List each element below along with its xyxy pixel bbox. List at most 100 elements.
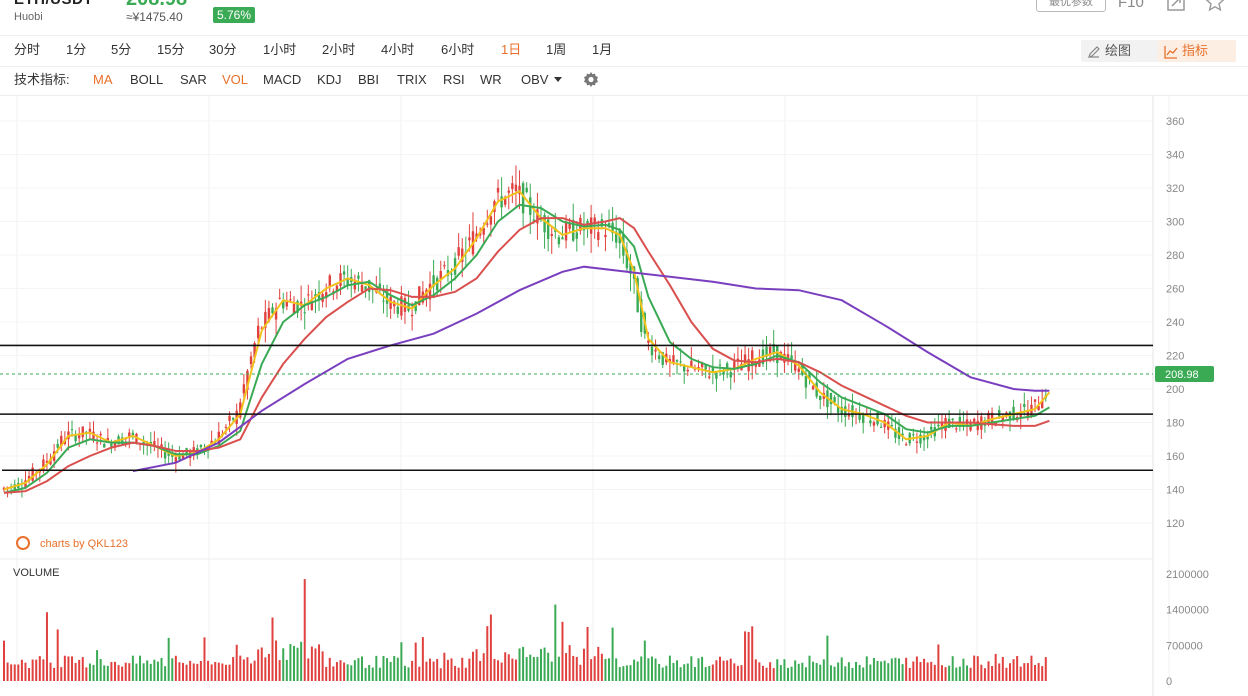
- candle-body: [862, 414, 865, 424]
- volume-bar: [1001, 656, 1004, 681]
- timeframe-分时[interactable]: 分时: [14, 42, 41, 57]
- timeframe-1分[interactable]: 1分: [66, 42, 87, 57]
- volume-bar: [246, 657, 249, 681]
- volume-bar: [436, 658, 439, 681]
- volume-bar: [1041, 666, 1044, 681]
- timeframe-15分[interactable]: 15分: [157, 42, 185, 57]
- indicator-obv[interactable]: OBV: [521, 72, 549, 87]
- kline-chart[interactable]: 3803603403203002802602402202001801601401…: [0, 96, 1248, 696]
- volume-bar: [715, 660, 718, 681]
- volume-bar: [690, 656, 693, 681]
- indicator-label: 指标: [1182, 43, 1209, 58]
- volume-bar: [787, 667, 790, 681]
- candle-body: [142, 441, 145, 445]
- volume-bar: [253, 660, 256, 681]
- candle-body: [1041, 401, 1044, 409]
- candle-body: [718, 364, 722, 366]
- candle-body: [278, 297, 281, 299]
- indicator-wr[interactable]: WR: [480, 72, 502, 87]
- volume-bar: [271, 617, 274, 681]
- volume-bar: [676, 660, 679, 681]
- candle-body: [231, 417, 235, 420]
- volume-bar: [24, 662, 27, 681]
- candle-body: [572, 219, 575, 241]
- star-icon[interactable]: [1205, 0, 1225, 12]
- draw-button[interactable]: 绘图: [1081, 40, 1159, 62]
- candle-body: [274, 308, 278, 320]
- candle-body: [496, 187, 500, 193]
- volume-bar: [6, 662, 9, 681]
- volume-bar: [17, 664, 20, 681]
- indicator-kdj[interactable]: KDJ: [317, 72, 342, 87]
- volume-bar: [235, 644, 238, 681]
- indicator-sar[interactable]: SAR: [180, 72, 207, 87]
- indicator-macd[interactable]: MACD: [263, 72, 302, 87]
- volume-bar: [597, 646, 600, 681]
- volume-bar: [282, 648, 285, 681]
- indicator-button[interactable]: 指标: [1158, 40, 1236, 62]
- volume-bar: [643, 640, 646, 681]
- chevron-down-icon[interactable]: [554, 77, 562, 82]
- candle-body: [482, 228, 485, 235]
- params-button[interactable]: 最优参数: [1036, 0, 1106, 12]
- candle-body: [256, 325, 260, 339]
- draw-label: 绘图: [1105, 43, 1132, 58]
- volume-bar: [364, 667, 367, 681]
- timeframe-1月[interactable]: 1月: [592, 42, 613, 57]
- timeframe-1小时[interactable]: 1小时: [263, 42, 297, 57]
- candle-body: [690, 360, 693, 367]
- current-price-tag: [1155, 365, 1214, 382]
- candle-body: [410, 314, 414, 317]
- candle-body: [711, 368, 715, 372]
- candle-body: [74, 433, 77, 442]
- volume-bar: [106, 665, 109, 681]
- indicator-trix[interactable]: TRIX: [397, 72, 427, 87]
- candle-body: [92, 431, 95, 440]
- gear-icon[interactable]: [582, 71, 600, 89]
- indicator-bbi[interactable]: BBI: [358, 72, 379, 87]
- candle-body: [242, 384, 246, 394]
- candle-body: [561, 237, 564, 240]
- candle-body: [521, 183, 525, 214]
- volume-bar: [210, 664, 213, 681]
- candle-body: [536, 209, 539, 224]
- volume-bar: [49, 662, 52, 681]
- volume-bar: [772, 668, 775, 681]
- volume-bar: [250, 663, 253, 681]
- volume-bar: [783, 659, 786, 681]
- timeframe-1日[interactable]: 1日: [501, 42, 522, 57]
- volume-bar: [139, 655, 142, 681]
- indicator-rsi[interactable]: RSI: [443, 72, 465, 87]
- volume-bar: [142, 663, 145, 681]
- timeframe-2小时[interactable]: 2小时: [322, 42, 356, 57]
- timeframe-5分[interactable]: 5分: [111, 42, 132, 57]
- candle-body: [174, 457, 178, 463]
- volume-bar: [1008, 663, 1011, 681]
- volume-bar: [307, 658, 310, 681]
- candle-body: [314, 294, 317, 297]
- volume-bar: [389, 661, 392, 681]
- candle-body: [729, 372, 732, 378]
- indicator-boll[interactable]: BOLL: [130, 72, 164, 87]
- volume-bar: [525, 657, 528, 681]
- volume-bar: [543, 647, 546, 681]
- fullscreen-icon[interactable]: [1166, 0, 1186, 12]
- candle-body: [450, 273, 453, 275]
- volume-bar: [586, 626, 589, 681]
- timeframe-30分[interactable]: 30分: [209, 42, 237, 57]
- volume-bar: [128, 663, 131, 681]
- candle-body: [586, 220, 589, 224]
- indicator-vol[interactable]: VOL: [222, 72, 249, 87]
- volume-bar: [905, 657, 908, 681]
- timeframe-6小时[interactable]: 6小时: [441, 42, 475, 57]
- f10-button[interactable]: F10: [1118, 0, 1144, 11]
- candle-body: [840, 407, 843, 415]
- indicator-ma[interactable]: MA: [93, 72, 113, 87]
- volume-bar: [554, 604, 557, 681]
- timeframe-1周[interactable]: 1周: [546, 42, 567, 57]
- volume-bar: [292, 645, 295, 681]
- volume-bar: [461, 657, 464, 681]
- volume-bar: [944, 667, 947, 681]
- volume-tick-label: 2100000: [1166, 569, 1209, 581]
- timeframe-4小时[interactable]: 4小时: [381, 42, 415, 57]
